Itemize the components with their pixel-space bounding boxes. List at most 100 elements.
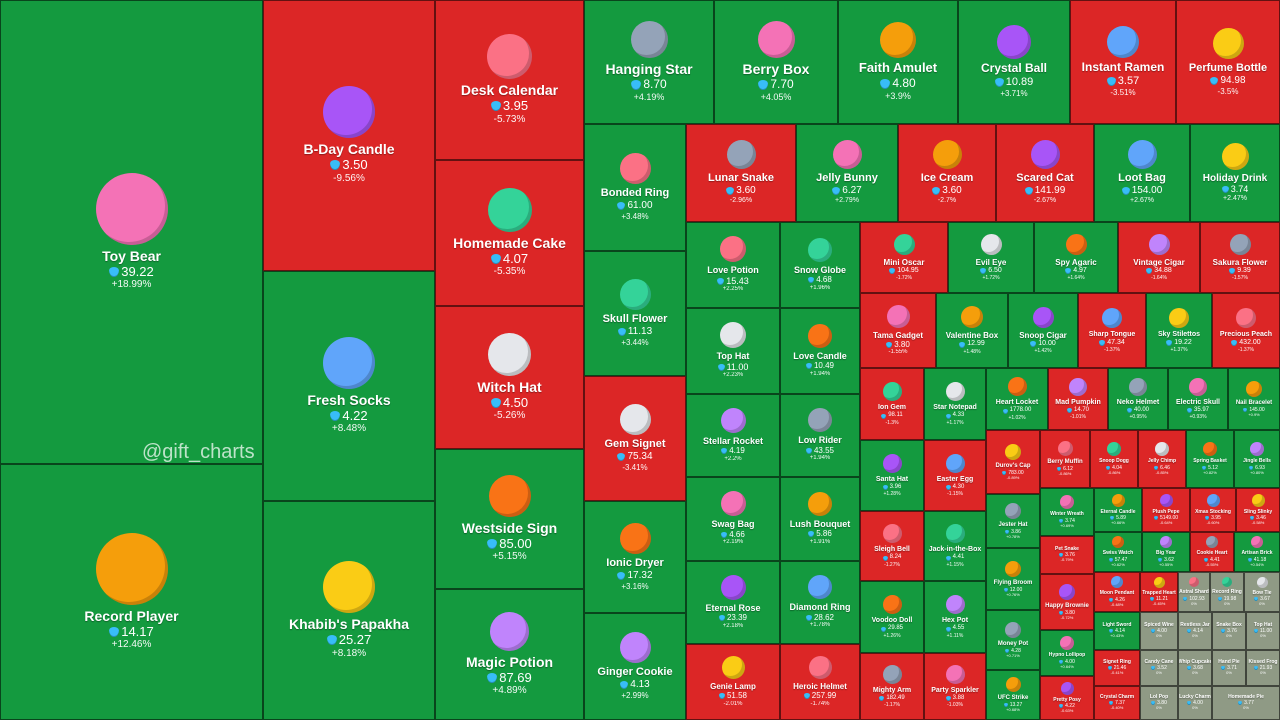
gift-price-value: 3.46 bbox=[1256, 515, 1266, 522]
gift-change: +4.89% bbox=[492, 685, 527, 697]
gift-price: 3.60 bbox=[726, 185, 756, 197]
gift-name: Top Hat bbox=[1253, 621, 1273, 628]
gift-name: Magic Potion bbox=[465, 653, 554, 670]
gift-price-value: 14.70 bbox=[1073, 406, 1089, 413]
gift-icon bbox=[893, 233, 915, 255]
gift-icon bbox=[945, 524, 965, 544]
gift-icon bbox=[1030, 140, 1060, 170]
gift-icon bbox=[1189, 377, 1207, 396]
watermark: @gift_charts bbox=[142, 441, 255, 463]
gift-change: -1.55% bbox=[888, 349, 908, 356]
ton-diamond-icon bbox=[490, 253, 501, 264]
ton-diamond-icon bbox=[945, 626, 951, 632]
gift-price: 4.13 bbox=[620, 679, 650, 691]
ton-diamond-icon bbox=[620, 681, 629, 690]
gift-icon bbox=[95, 172, 168, 245]
gift-change: -0.72% bbox=[1060, 614, 1074, 620]
gift-price-value: 141.99 bbox=[1034, 185, 1066, 197]
gift-price: 94.98 bbox=[1210, 74, 1246, 87]
gift-change: -3.41% bbox=[622, 463, 648, 473]
gift-price-value: 3.71 bbox=[1227, 665, 1237, 672]
gift-price: 6.27 bbox=[832, 185, 862, 197]
gift-change: -2.01% bbox=[723, 700, 743, 707]
ton-diamond-icon bbox=[882, 485, 888, 491]
gift-price: 98.11 bbox=[881, 412, 903, 419]
ton-diamond-icon bbox=[1059, 518, 1064, 523]
treemap-tile: Crystal Charm 7.37 -0.40% bbox=[1094, 686, 1140, 720]
gift-name: Valentine Box bbox=[945, 331, 999, 341]
gift-change: 0% bbox=[1259, 601, 1265, 607]
ton-diamond-icon bbox=[1109, 701, 1114, 706]
gift-icon bbox=[720, 574, 746, 600]
gift-price-value: 10.00 bbox=[1038, 339, 1056, 347]
treemap-tile: Winter Wreath 3.74 +0.69% bbox=[1040, 488, 1094, 536]
treemap-tile: Witch Hat 4.50 -5.26% bbox=[435, 306, 584, 449]
gift-price: 3.76 bbox=[1221, 628, 1237, 634]
gift-price-value: 5.86 bbox=[816, 529, 832, 539]
gift-name: UFC Strike bbox=[997, 695, 1029, 702]
gift-icon bbox=[1159, 493, 1173, 507]
treemap-tile: Homemade Cake 4.07 -5.35% bbox=[435, 160, 584, 306]
gift-price-value: 13.27 bbox=[1009, 702, 1023, 709]
treemap-tile: Jelly Chimp 6.46 -0.85% bbox=[1138, 430, 1186, 488]
gift-change: +0.80% bbox=[1250, 469, 1264, 475]
treemap-tile: Love Potion 15.43 +2.25% bbox=[686, 222, 780, 308]
gift-icon bbox=[1236, 307, 1256, 328]
gift-name: Ice Cream bbox=[920, 172, 974, 185]
gift-price-value: 11.00 bbox=[1259, 628, 1273, 635]
gift-price: 4.55 bbox=[945, 625, 964, 632]
gift-price: 11.13 bbox=[617, 326, 652, 338]
gift-name: Sharp Tongue bbox=[1088, 330, 1136, 338]
gift-icon bbox=[1005, 621, 1021, 638]
treemap-tile: Lucky Charm 4.00 0% bbox=[1178, 686, 1212, 720]
gift-icon bbox=[1057, 441, 1073, 457]
ton-diamond-icon bbox=[1146, 268, 1153, 275]
ton-diamond-icon bbox=[330, 160, 341, 171]
gift-change: 0% bbox=[1226, 633, 1232, 639]
ton-diamond-icon bbox=[945, 555, 951, 561]
gift-name: Xmas Stocking bbox=[1195, 508, 1231, 515]
gift-icon bbox=[488, 332, 531, 376]
gift-name: Ion Gem bbox=[877, 404, 906, 412]
treemap-tile: Sling Slinky 3.46 -0.58% bbox=[1236, 488, 1280, 532]
gift-change: +0.64% bbox=[1060, 663, 1074, 669]
gift-name: Pretty Posy bbox=[1053, 696, 1081, 703]
gift-price: 102.93 bbox=[1183, 596, 1205, 602]
gift-icon bbox=[488, 474, 531, 517]
gift-change: +1.78% bbox=[809, 622, 831, 629]
gift-price: 6.46 bbox=[1154, 465, 1170, 471]
gift-price-value: 5149.00 bbox=[1159, 515, 1179, 522]
treemap-tile: Neko Helmet 40.00 +0.95% bbox=[1108, 368, 1168, 430]
gift-change: -0.85% bbox=[1155, 469, 1169, 475]
gift-price-value: 8.24 bbox=[889, 554, 902, 561]
gift-price-value: 3.80 bbox=[894, 339, 910, 349]
ton-diamond-icon bbox=[487, 538, 498, 549]
gift-name: Love Potion bbox=[707, 265, 759, 276]
gift-price: 51.58 bbox=[718, 691, 747, 701]
gift-name: Diamond Ring bbox=[789, 602, 851, 613]
gift-price: 9.39 bbox=[1229, 267, 1251, 275]
ton-diamond-icon bbox=[1153, 516, 1158, 521]
gift-price-value: 94.98 bbox=[1220, 74, 1246, 86]
gift-name: Record Player bbox=[84, 607, 179, 624]
treemap-tile: Sharp Tongue 47.34 -1.37% bbox=[1078, 293, 1146, 368]
ton-diamond-icon bbox=[1210, 76, 1219, 85]
treemap-tile: UFC Strike 13.27 +0.68% bbox=[986, 670, 1040, 720]
gift-name: Electric Skull bbox=[1176, 398, 1220, 406]
gift-name: Crystal Charm bbox=[1099, 693, 1135, 700]
gift-price: 10.00 bbox=[1030, 340, 1056, 348]
gift-name: Stellar Rocket bbox=[702, 435, 764, 446]
gift-change: +2.47% bbox=[1223, 194, 1247, 202]
ton-diamond-icon bbox=[1158, 557, 1163, 562]
ton-diamond-icon bbox=[1121, 187, 1130, 196]
treemap-tile: Hand Pie 3.71 0% bbox=[1212, 650, 1246, 686]
treemap-tile: Party Sparkler 3.88 -1.03% bbox=[924, 653, 986, 720]
gift-price: 28.62 bbox=[805, 613, 834, 623]
gift-icon bbox=[1246, 380, 1262, 397]
gift-price-value: 6.50 bbox=[988, 266, 1002, 274]
ton-diamond-icon bbox=[1110, 516, 1115, 521]
gift-price: 3.80 bbox=[1151, 700, 1167, 706]
gift-price-value: 3.77 bbox=[1244, 700, 1254, 707]
ton-diamond-icon bbox=[886, 341, 893, 348]
ton-diamond-icon bbox=[880, 626, 886, 632]
